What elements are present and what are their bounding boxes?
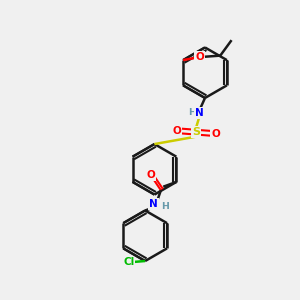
Text: O: O (195, 52, 204, 62)
Text: O: O (146, 170, 155, 180)
Text: N: N (195, 108, 204, 118)
Text: H: H (189, 108, 196, 117)
Text: S: S (192, 127, 200, 137)
Text: O: O (211, 129, 220, 139)
Text: H: H (161, 202, 169, 211)
Text: Cl: Cl (123, 257, 134, 268)
Text: O: O (172, 126, 181, 136)
Text: N: N (149, 199, 158, 209)
